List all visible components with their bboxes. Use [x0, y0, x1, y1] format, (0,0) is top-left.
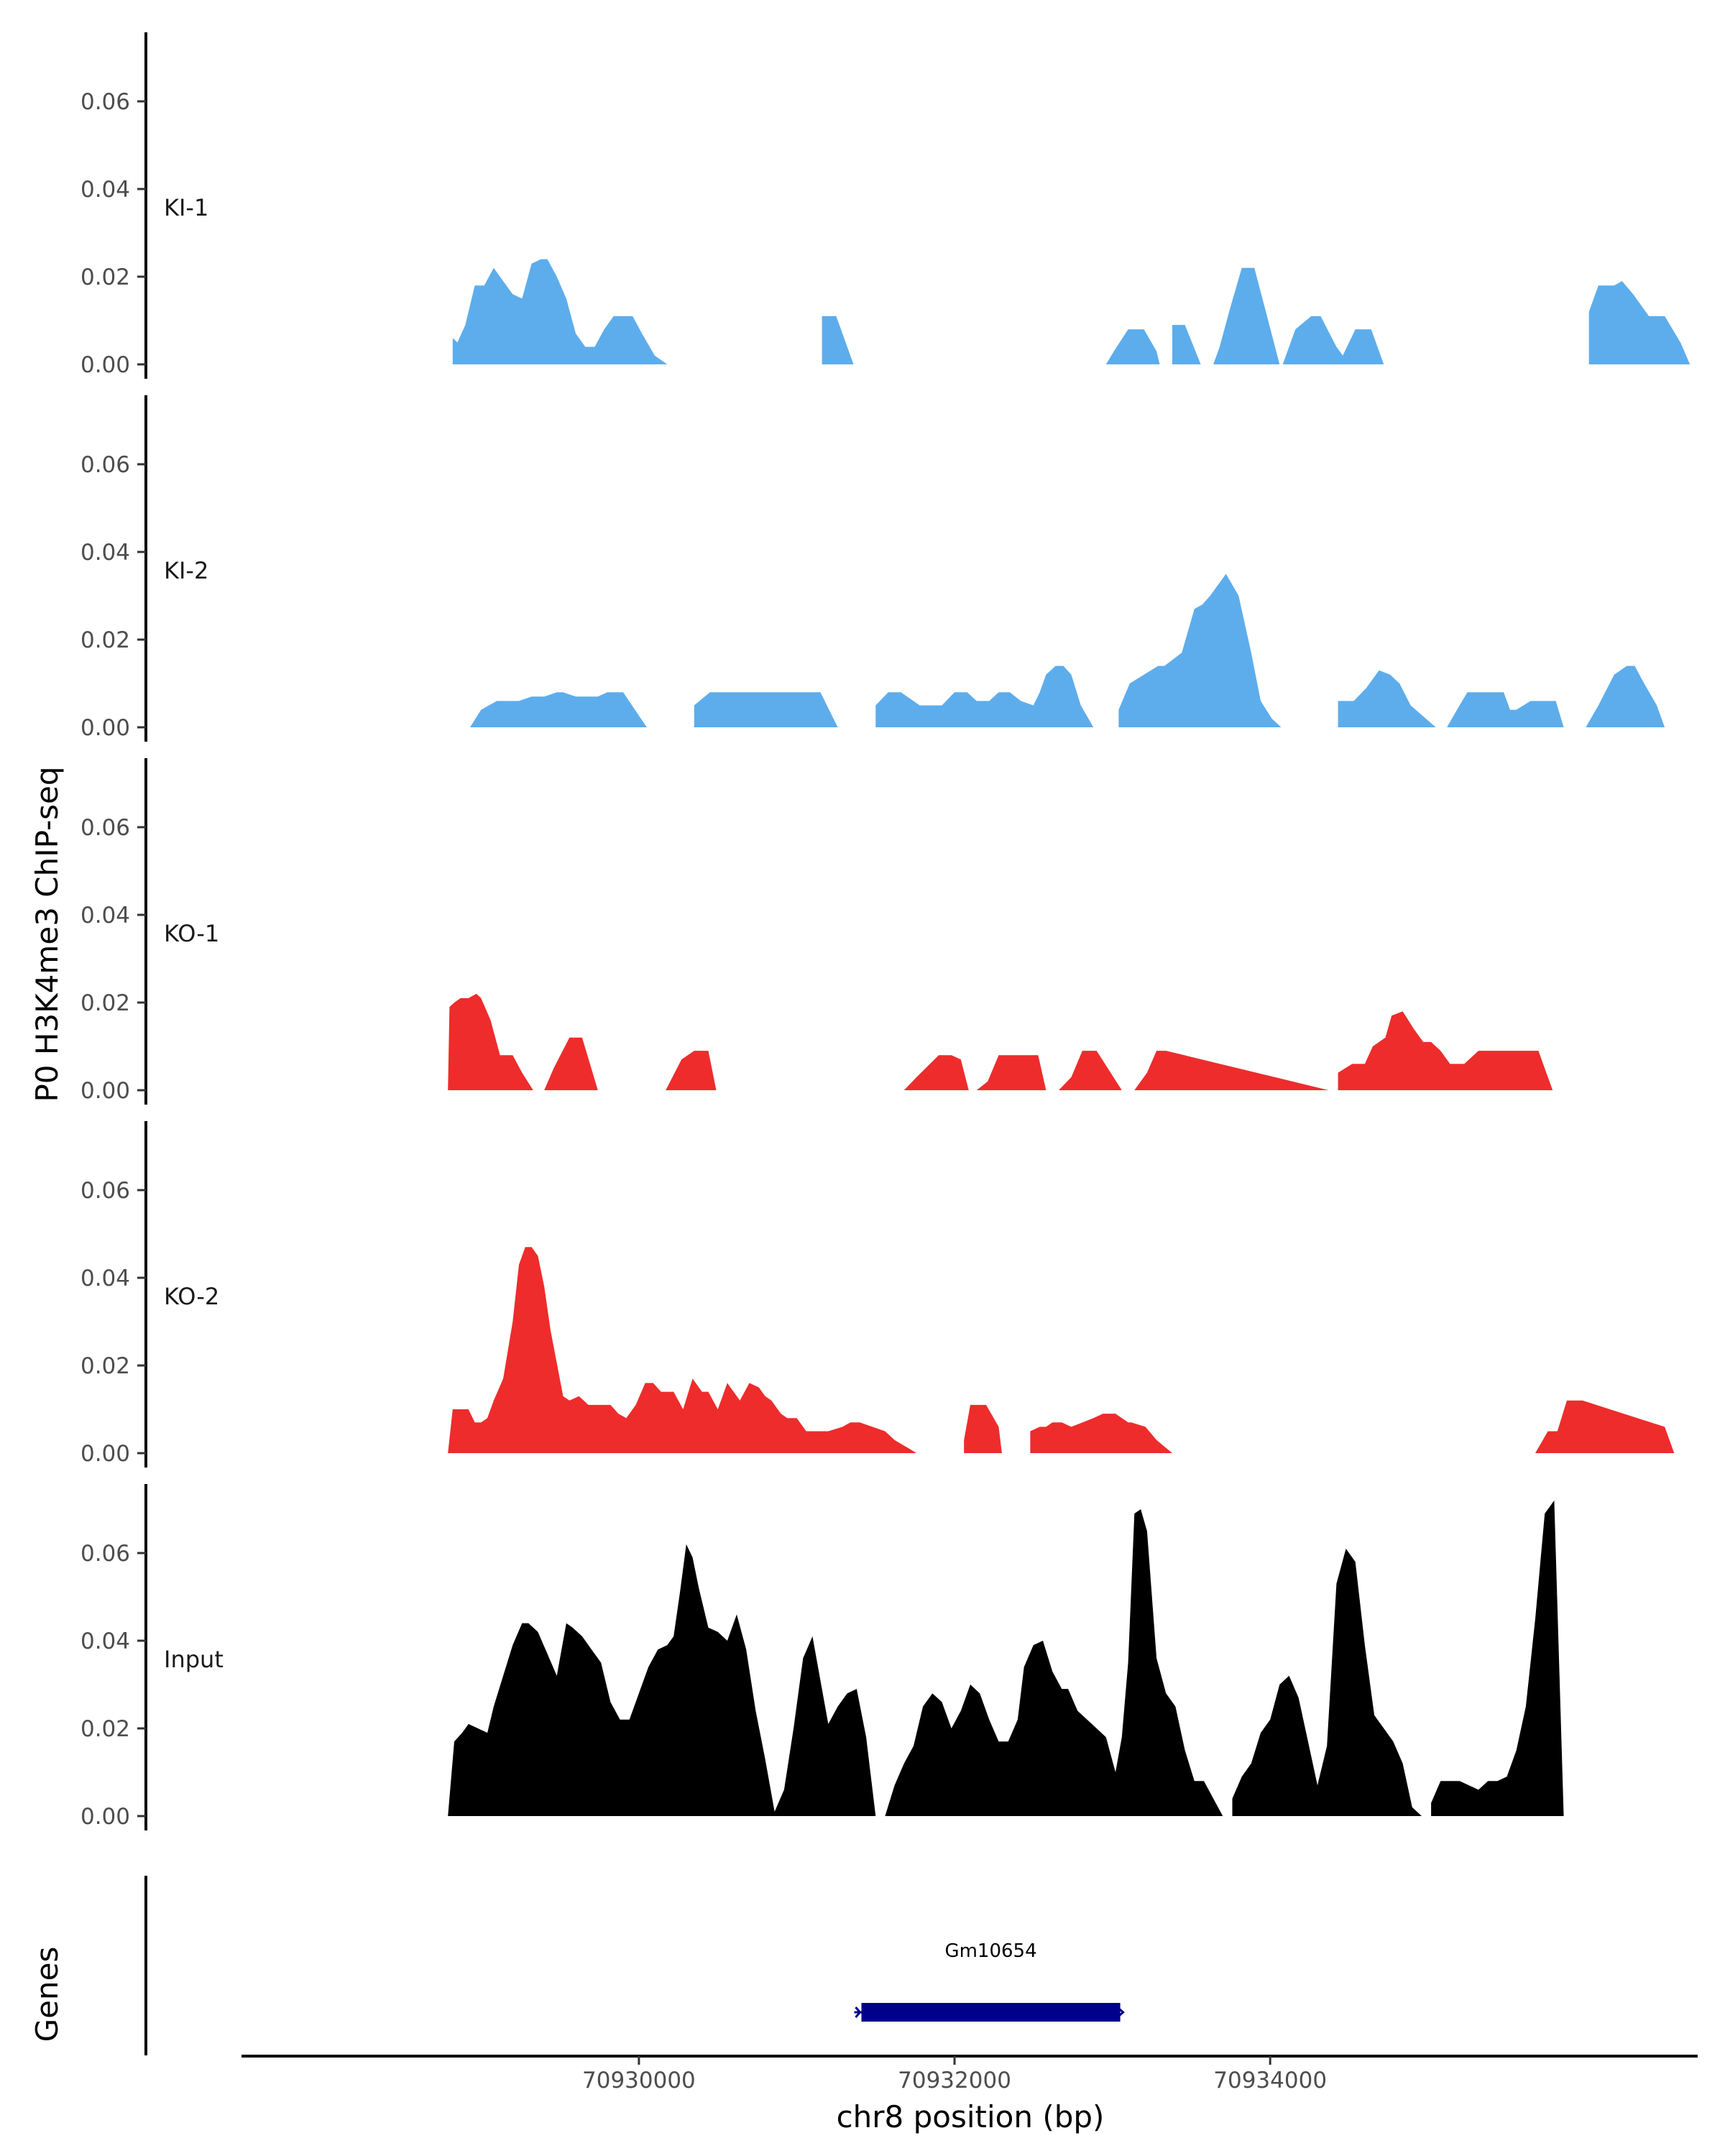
- coverage-peak: [1213, 267, 1280, 364]
- track-ko-2: 0.00 0.02 0.04 0.06 KO-2: [80, 1121, 1675, 1468]
- y-axis-title: P0 H3K4me3 ChIP-seq: [29, 766, 65, 1102]
- y-tick-label: 0.00: [80, 1441, 130, 1467]
- x-tick-label: 70930000: [582, 2068, 696, 2093]
- x-tick-label: 70932000: [898, 2068, 1011, 2093]
- coverage-peak: [1588, 281, 1690, 364]
- tracks-layer: 0.00 0.02 0.04 0.06 KI-1 0.00 0.02 0.04 0.06 KI-2…: [80, 32, 1690, 1830]
- track-label: KO-2: [164, 1283, 219, 1310]
- track-ki-1: 0.00 0.02 0.04 0.06 KI-1: [80, 32, 1690, 379]
- y-tick-label: 0.02: [80, 627, 130, 653]
- x-tick-label: 70934000: [1213, 2068, 1327, 2093]
- track-label: Input: [164, 1646, 224, 1673]
- coverage-peak: [448, 1544, 876, 1816]
- x-axis-title: chr8 position (bp): [837, 2099, 1105, 2134]
- coverage-peak: [544, 1037, 598, 1090]
- genes-panel: Gm10654: [144, 1876, 1125, 2055]
- y-tick-label: 0.04: [80, 540, 130, 566]
- coverage-peak: [470, 692, 647, 727]
- gene-end-arrow: [1116, 2006, 1125, 2019]
- y-tick-label: 0.04: [80, 1628, 130, 1654]
- coverage-peak: [448, 993, 533, 1090]
- coverage-peak: [1338, 670, 1436, 727]
- x-axis: 70930000 70932000 70934000: [242, 2055, 1698, 2093]
- coverage-peak: [1338, 1011, 1553, 1090]
- coverage-peak: [452, 259, 668, 364]
- y-tick-label: 0.00: [80, 352, 130, 378]
- coverage-peak: [1232, 1548, 1422, 1816]
- gene-gm10654: Gm10654: [854, 1940, 1125, 2022]
- y-tick-label: 0.06: [80, 1178, 130, 1204]
- y-tick-label: 0.00: [80, 715, 130, 741]
- coverage-peak: [903, 1055, 969, 1090]
- coverage-peak: [1431, 1500, 1564, 1816]
- track-label: KO-1: [164, 920, 219, 947]
- y-tick-label: 0.06: [80, 1541, 130, 1567]
- coverage-peak: [885, 1509, 1223, 1816]
- y-tick-label: 0.06: [80, 452, 130, 478]
- coverage-peak: [875, 665, 1094, 727]
- coverage-peak: [448, 1247, 917, 1453]
- coverage-peak: [1172, 325, 1201, 364]
- coverage-peak: [964, 1404, 1002, 1453]
- coverage-peak: [1586, 665, 1665, 727]
- y-tick-label: 0.02: [80, 990, 130, 1016]
- y-tick-label: 0.06: [80, 815, 130, 841]
- track-ko-1: 0.00 0.02 0.04 0.06 KO-1: [80, 758, 1553, 1105]
- y-tick-label: 0.04: [80, 177, 130, 203]
- coverage-peak: [1535, 1400, 1675, 1453]
- gene-body: [861, 2003, 1121, 2022]
- coverage-peak: [1105, 329, 1160, 364]
- coverage-peak: [1447, 692, 1564, 727]
- track-ki-2: 0.00 0.02 0.04 0.06 KI-2: [80, 395, 1665, 742]
- y-tick-label: 0.06: [80, 89, 130, 115]
- y-tick-label: 0.04: [80, 903, 130, 929]
- gene-label: Gm10654: [944, 1940, 1036, 1962]
- track-input: 0.00 0.02 0.04 0.06 Input: [80, 1484, 1564, 1830]
- coverage-peak: [694, 692, 838, 727]
- track-label: KI-1: [164, 194, 208, 221]
- coverage-peak: [1118, 573, 1282, 727]
- y-tick-label: 0.04: [80, 1266, 130, 1291]
- coverage-peak: [976, 1055, 1046, 1090]
- genes-axis-title: Genes: [29, 1947, 65, 2042]
- y-tick-label: 0.02: [80, 264, 130, 290]
- coverage-peak: [1134, 1051, 1329, 1090]
- y-tick-label: 0.00: [80, 1078, 130, 1104]
- y-tick-label: 0.02: [80, 1353, 130, 1379]
- coverage-peak: [1282, 315, 1384, 364]
- y-tick-label: 0.02: [80, 1716, 130, 1742]
- coverage-peak: [822, 315, 854, 364]
- coverage-peak: [666, 1051, 717, 1090]
- y-tick-label: 0.00: [80, 1804, 130, 1830]
- coverage-peak: [1030, 1414, 1172, 1453]
- coverage-peak: [1059, 1051, 1122, 1090]
- gene-strand-arrow: [855, 2007, 862, 2018]
- track-label: KI-2: [164, 557, 208, 584]
